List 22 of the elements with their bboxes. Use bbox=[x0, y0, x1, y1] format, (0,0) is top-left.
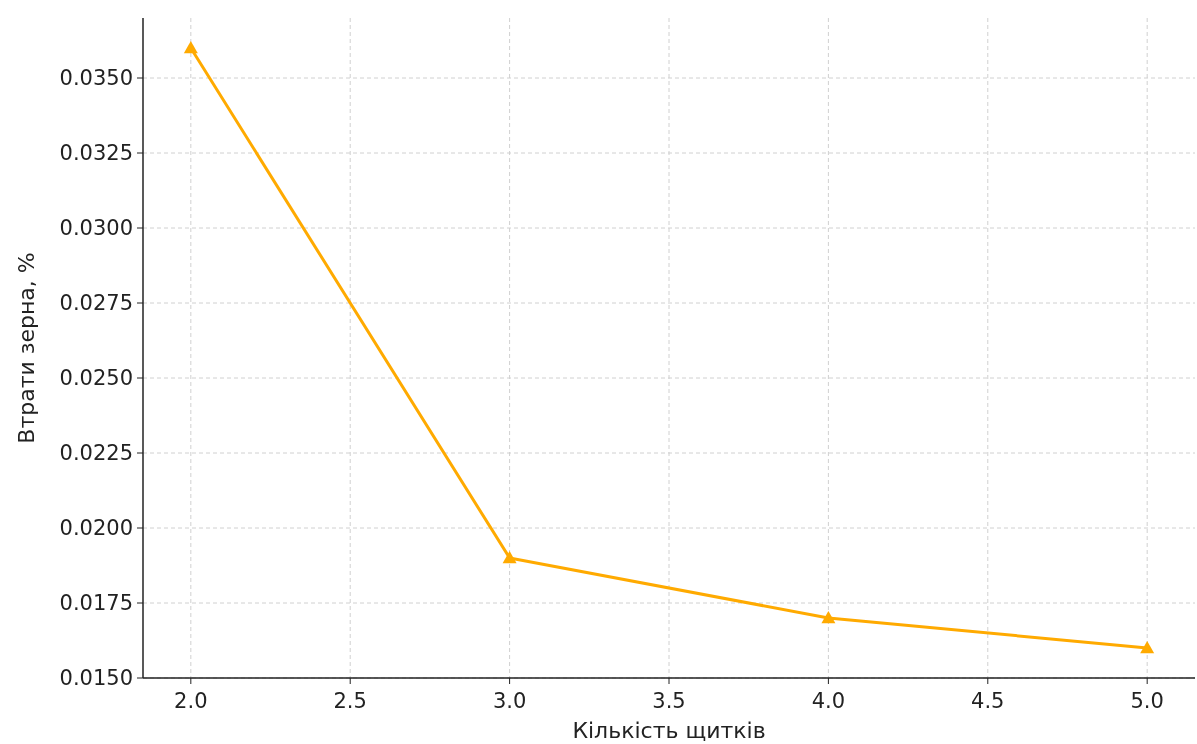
point bbox=[502, 551, 517, 564]
y-axis-title: Втрати зерна, % bbox=[14, 252, 39, 444]
x-tick-label: 2.0 bbox=[174, 689, 208, 713]
y-tick-label: 0.0300 bbox=[59, 216, 133, 241]
point bbox=[1140, 641, 1155, 654]
y-tick-label: 0.0175 bbox=[59, 591, 133, 616]
x-tick-label: 3.5 bbox=[652, 689, 686, 713]
x-tick-label: 5.0 bbox=[1130, 689, 1164, 713]
y-tick-label: 0.0250 bbox=[59, 366, 133, 391]
x-tick-label: 2.5 bbox=[333, 689, 367, 713]
y-tick-label: 0.0225 bbox=[59, 441, 133, 466]
point bbox=[183, 41, 198, 54]
x-tick-label: 4.5 bbox=[971, 689, 1005, 713]
y-tick-label: 0.0150 bbox=[59, 666, 133, 691]
y-tick-label: 0.0325 bbox=[59, 141, 133, 166]
y-tick-label: 0.0275 bbox=[59, 291, 133, 316]
x-axis-title: Кількість щитків bbox=[572, 718, 766, 743]
y-tick-label: 0.0350 bbox=[59, 66, 133, 91]
y-tick-label: 0.0200 bbox=[59, 516, 133, 541]
x-tick-label: 3.0 bbox=[492, 689, 527, 713]
x-tick-label: 4.0 bbox=[811, 689, 846, 713]
point bbox=[821, 611, 836, 624]
